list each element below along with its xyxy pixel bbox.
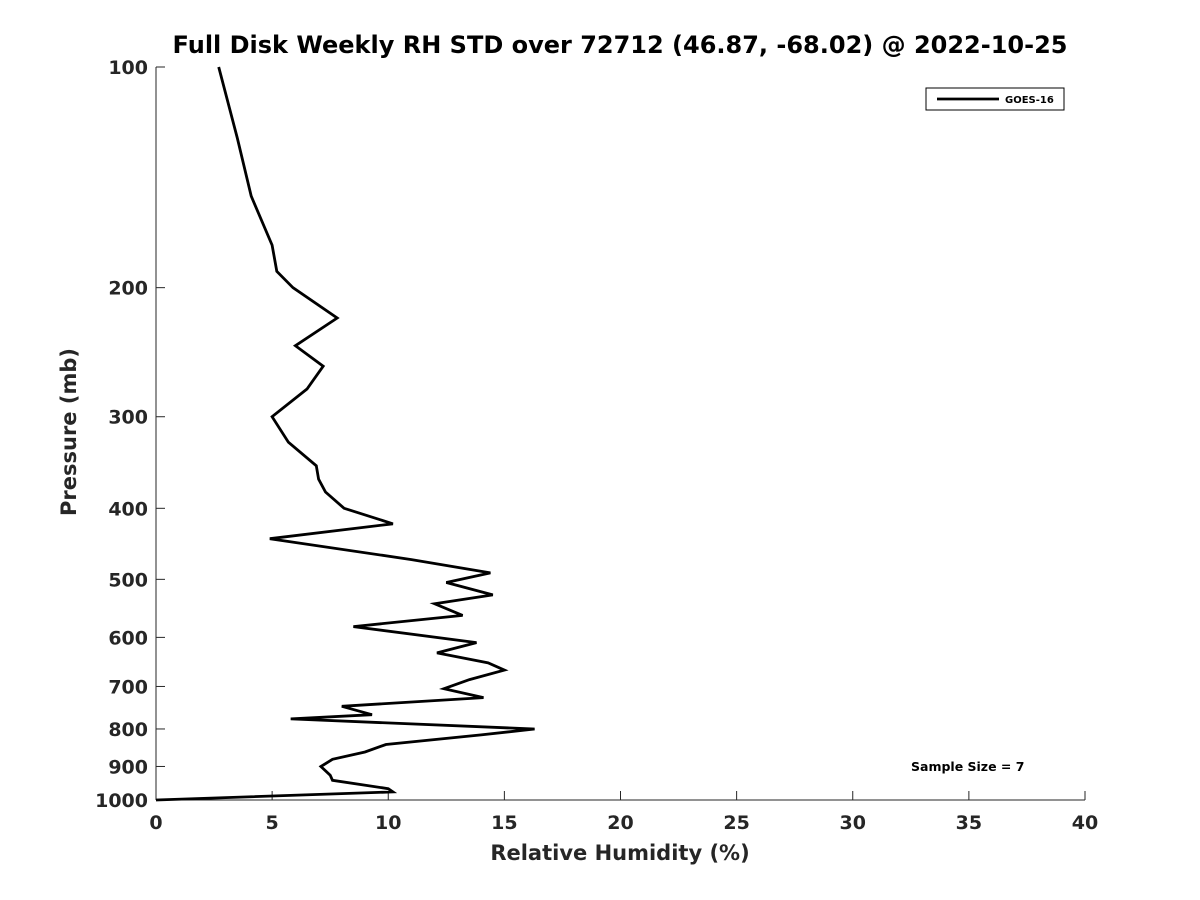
y-tick-label: 300 bbox=[108, 407, 148, 429]
legend: GOES-16 bbox=[925, 87, 1065, 111]
axes bbox=[155, 67, 1085, 801]
legend-label-goes-16: GOES-16 bbox=[1005, 95, 1054, 106]
y-tick-label: 900 bbox=[108, 756, 148, 778]
x-tick-label: 20 bbox=[607, 812, 633, 834]
x-tick-label: 35 bbox=[956, 812, 982, 834]
x-tick-label: 30 bbox=[840, 812, 866, 834]
x-axis-label: Relative Humidity (%) bbox=[490, 841, 749, 865]
y-tick-label: 1000 bbox=[95, 790, 148, 812]
series-line-goes-16 bbox=[155, 66, 535, 802]
y-axis-label: Pressure (mb) bbox=[57, 348, 81, 516]
x-tick-label: 10 bbox=[375, 812, 401, 834]
chart-title: Full Disk Weekly RH STD over 72712 (46.8… bbox=[173, 31, 1068, 59]
y-tick-label: 700 bbox=[108, 676, 148, 698]
x-tick-label: 40 bbox=[1072, 812, 1098, 834]
x-tick-label: 15 bbox=[491, 812, 517, 834]
x-tick-label: 0 bbox=[149, 812, 162, 834]
y-tick-label: 200 bbox=[108, 278, 148, 300]
series-group bbox=[155, 66, 535, 802]
sample-size-annotation: Sample Size = 7 bbox=[911, 759, 1024, 774]
x-tick-label: 5 bbox=[266, 812, 279, 834]
y-tick-label: 600 bbox=[108, 627, 148, 649]
y-tick-label: 800 bbox=[108, 719, 148, 741]
y-tick-label: 500 bbox=[108, 569, 148, 591]
y-tick-label: 400 bbox=[108, 498, 148, 520]
tick-marks: 0 5 10 15 20 25 30 35 40 100 200 300 400 500 600 700 800… bbox=[95, 57, 1098, 834]
x-tick-label: 25 bbox=[723, 812, 749, 834]
y-tick-label: 100 bbox=[108, 57, 148, 79]
